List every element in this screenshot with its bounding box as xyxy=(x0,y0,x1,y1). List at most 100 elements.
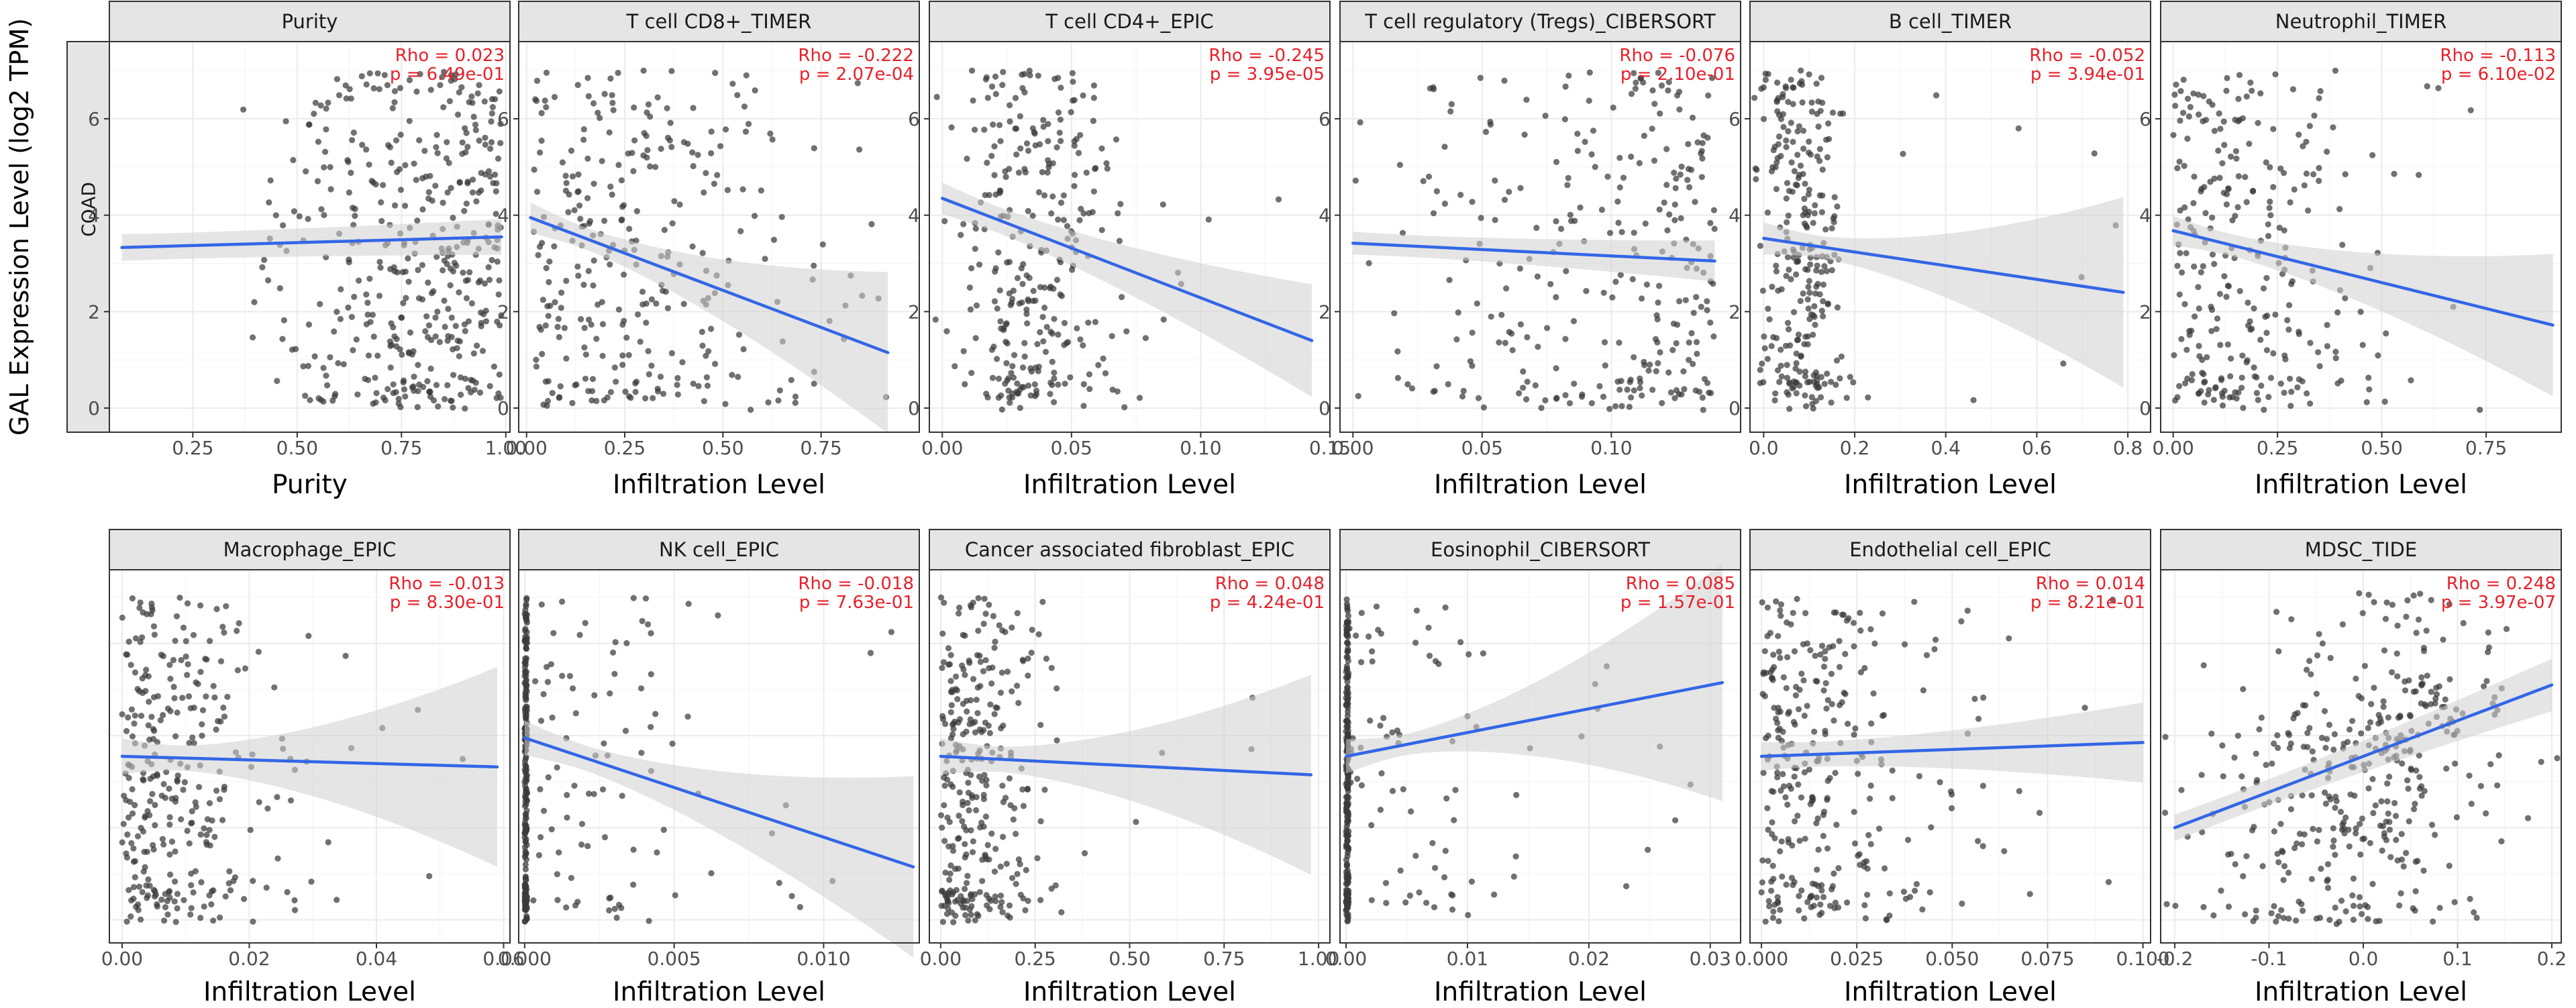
data-point xyxy=(609,99,616,106)
data-point xyxy=(137,599,144,606)
data-point xyxy=(2301,831,2308,838)
data-point xyxy=(1003,360,1010,366)
data-point xyxy=(741,103,748,110)
data-point xyxy=(1553,395,1560,401)
data-point xyxy=(1814,866,1820,873)
data-point xyxy=(1836,664,1843,670)
data-point xyxy=(2314,652,2321,659)
data-point xyxy=(2209,101,2216,108)
data-point xyxy=(384,82,391,89)
data-point xyxy=(2332,852,2338,858)
data-point xyxy=(1780,770,1786,778)
data-point xyxy=(2336,205,2343,213)
data-point xyxy=(2181,162,2187,169)
data-point xyxy=(1659,400,1665,407)
data-point xyxy=(1413,607,1420,614)
data-point xyxy=(976,261,983,268)
data-point xyxy=(1397,867,1404,874)
data-point xyxy=(1778,362,1784,369)
data-point xyxy=(2289,86,2296,93)
data-point xyxy=(1467,358,1474,364)
data-point xyxy=(1684,177,1691,183)
data-point xyxy=(150,725,156,732)
data-point xyxy=(189,734,196,741)
data-point xyxy=(234,627,240,634)
data-point xyxy=(945,905,951,912)
data-point xyxy=(1759,599,1765,606)
data-point xyxy=(951,363,958,370)
data-point xyxy=(427,365,434,372)
data-point xyxy=(2350,916,2357,923)
data-point xyxy=(1058,909,1065,915)
data-point xyxy=(1119,294,1125,301)
data-point xyxy=(1628,91,1635,97)
data-point xyxy=(1048,210,1055,217)
data-point xyxy=(590,282,597,289)
data-point xyxy=(241,896,248,903)
data-point xyxy=(1857,669,1864,676)
data-point xyxy=(2209,251,2216,258)
panel-border xyxy=(109,41,511,433)
data-point xyxy=(1970,397,1977,403)
data-point xyxy=(1564,182,1571,189)
data-point xyxy=(578,821,586,827)
data-point xyxy=(413,88,420,95)
data-point xyxy=(1795,781,1802,788)
data-point xyxy=(998,725,1004,732)
data-point xyxy=(1408,385,1416,392)
data-point xyxy=(2342,908,2349,915)
data-point xyxy=(2442,696,2449,703)
data-point xyxy=(345,304,352,311)
data-point xyxy=(1831,717,1837,724)
data-point xyxy=(1344,837,1351,844)
data-point xyxy=(708,128,715,135)
data-point xyxy=(158,897,165,903)
data-point xyxy=(144,808,151,815)
data-point xyxy=(995,375,1002,382)
data-point xyxy=(969,67,976,74)
data-point xyxy=(2436,905,2443,911)
data-point xyxy=(1825,120,1832,127)
data-point xyxy=(2413,629,2420,636)
data-point xyxy=(1441,874,1448,880)
data-point xyxy=(422,328,429,335)
data-point xyxy=(590,181,597,187)
data-point xyxy=(1806,289,1813,296)
data-point xyxy=(1058,199,1065,206)
data-point xyxy=(1796,382,1803,389)
data-point xyxy=(2339,242,2346,248)
data-point xyxy=(972,246,978,252)
data-point xyxy=(1037,818,1044,825)
x-tick-label: 0.50 xyxy=(276,437,318,459)
data-point xyxy=(1775,648,1782,655)
data-point xyxy=(566,191,572,198)
x-axis-label: Infiltration Level xyxy=(613,470,825,500)
data-point xyxy=(1426,652,1433,659)
data-point xyxy=(406,117,413,124)
rho-label: Rho = -0.222 xyxy=(798,46,914,66)
data-point xyxy=(2180,77,2187,83)
data-point xyxy=(2383,330,2389,337)
data-point xyxy=(561,325,568,332)
data-point xyxy=(1045,121,1051,128)
data-point xyxy=(2263,159,2269,166)
y-tick-label: 0 xyxy=(908,397,920,419)
data-point xyxy=(132,802,138,809)
data-point xyxy=(370,85,377,92)
data-point xyxy=(752,213,758,219)
data-point xyxy=(2310,171,2317,178)
data-point xyxy=(595,301,601,308)
data-point xyxy=(609,191,615,198)
data-point xyxy=(497,322,503,329)
data-point xyxy=(1774,719,1781,726)
data-point xyxy=(762,256,768,262)
data-point xyxy=(2296,132,2302,138)
data-point xyxy=(581,325,588,332)
data-point xyxy=(1805,305,1812,312)
data-point xyxy=(1809,795,1816,801)
data-point xyxy=(629,150,635,156)
data-point xyxy=(2250,187,2257,194)
data-point xyxy=(968,772,974,778)
data-point xyxy=(956,610,962,617)
data-point xyxy=(1867,783,1874,789)
